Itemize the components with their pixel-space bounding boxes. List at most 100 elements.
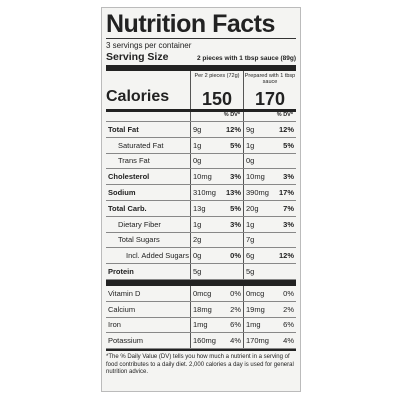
divider [106,65,296,71]
nutrient-row: Potassium 160mg 4% 170mg 4% [106,333,296,350]
dv-2: 4% [283,336,294,346]
calories-label: Calories [106,88,170,105]
nutrient-row: Vitamin D 0mcg 0% 0mcg 0% [106,285,296,302]
amount-2: 5g [243,264,273,279]
dv-2: 7% [283,203,294,213]
name: Total Sugars [118,235,160,245]
nutrients: Total Fat 9g 12% 9g 12% Saturated Fat 1g 5% 1g 5%… [106,122,296,280]
amount-2: 390mg [243,185,273,200]
amount-1: 1g [190,137,220,153]
amount-2: 6g [243,248,273,264]
amount-1: 18mg [190,301,220,317]
dv-header: % DV*% DV* [106,112,296,122]
column-2: Prepared with 1 tbsp sauce 170 [243,71,296,109]
name: Dietary Fiber [118,219,161,229]
name: Trans Fat [118,156,150,166]
amount-1: 1mg [190,317,220,333]
dv-1: 12% [225,124,241,134]
dv-1: 4% [230,336,241,346]
dv-1: 5% [230,203,241,213]
nutrient-row: Dietary Fiber 1g 3% 1g 3% [106,216,296,233]
nutrient-row: Calcium 18mg 2% 19mg 2% [106,301,296,318]
amount-1: 0g [190,248,220,264]
dv-2: 6% [283,320,294,330]
divider [106,349,296,352]
footnote: *The % Daily Value (DV) tells you how mu… [106,354,294,376]
serving-size-value: 2 pieces with 1 tbsp sauce (89g) [197,55,296,62]
amount-1: 160mg [190,333,220,349]
amount-1: 310mg [190,185,220,200]
amount-2: 10mg [243,169,273,185]
nutrient-row: Sodium 310mg 13% 390mg 17% [106,185,296,201]
dv-1: 0% [230,251,241,261]
nutrient-row: Iron 1mg 6% 1mg 6% [106,317,296,334]
title: Nutrition Facts [106,10,275,38]
amount-1: 10mg [190,169,220,185]
nutrient-row: Cholesterol 10mg 3% 10mg 3% [106,169,296,186]
vitamins: Vitamin D 0mcg 0% 0mcg 0% Calcium 18mg 2% 19mg 2%… [106,285,296,350]
name: Cholesterol [108,172,150,182]
nutrient-row: Incl. Added Sugars 0g 0% 6g 12% [106,248,296,265]
amount-1: 0mcg [190,285,220,301]
name: Incl. Added Sugars [126,251,189,261]
dv-1: 3% [230,172,241,182]
calories-value: 170 [254,89,286,109]
nutrient-row: Total Sugars 2g 7g [106,232,296,249]
dv-header-1: % DV* [190,112,243,121]
amount-2: 9g [243,122,273,137]
column-1: Per 2 pieces (72g) 150 [190,71,243,109]
calories-row: Calories Per 2 pieces (72g) 150 Prepared … [106,71,296,109]
amount-2: 0mcg [243,285,273,301]
amount-1: 0g [190,153,220,169]
name: Iron [108,320,121,330]
name: Calcium [108,304,136,314]
amount-2: 1g [243,137,273,153]
name: Potassium [108,336,144,346]
column-header: Per 2 pieces (72g) [194,73,240,79]
divider [106,109,296,112]
name: Total Fat [108,124,139,134]
calories-value: 150 [201,89,233,109]
nutrient-row: Saturated Fat 1g 5% 1g 5% [106,137,296,154]
amount-2: 20g [243,200,273,216]
dv-2: 5% [283,140,294,150]
amount-2: 1mg [243,317,273,333]
amount-2: 0g [243,153,273,169]
amount-1: 13g [190,200,220,216]
name: Saturated Fat [118,140,164,150]
dv-2: 3% [283,219,294,229]
amount-2: 170mg [243,333,273,349]
dv-2: 17% [278,188,294,198]
nutrient-row: Total Carb. 13g 5% 20g 7% [106,200,296,217]
name: Sodium [108,188,136,198]
name: Vitamin D [108,288,141,298]
serving-size-label: Serving Size [106,51,169,63]
amount-2: 1g [243,216,273,232]
amount-1: 5g [190,264,220,279]
dv-2: 12% [278,251,294,261]
dv-1: 5% [230,140,241,150]
amount-2: 7g [243,232,273,248]
dv-2: 2% [283,304,294,314]
dv-2: 3% [283,172,294,182]
dv-1: 0% [230,288,241,298]
serving-size: Serving Size 2 pieces with 1 tbsp sauce … [106,51,296,65]
amount-1: 9g [190,122,220,137]
dv-2: 0% [283,288,294,298]
nutrition-label: Nutrition Facts 3 servings per container… [101,7,301,392]
servings: 3 servings per container [106,38,296,51]
dv-1: 13% [225,188,241,198]
nutrient-row: Total Fat 9g 12% 9g 12% [106,122,296,138]
dv-1: 6% [230,320,241,330]
amount-1: 1g [190,216,220,232]
nutrient-row: Trans Fat 0g 0g [106,153,296,170]
dv-1: 2% [230,304,241,314]
nutrient-row: Protein 5g 5g [106,264,296,280]
divider [106,279,296,286]
amount-1: 2g [190,232,220,248]
dv-2: 12% [278,124,294,134]
amount-2: 19mg [243,301,273,317]
dv-1: 3% [230,219,241,229]
name: Protein [108,267,134,277]
